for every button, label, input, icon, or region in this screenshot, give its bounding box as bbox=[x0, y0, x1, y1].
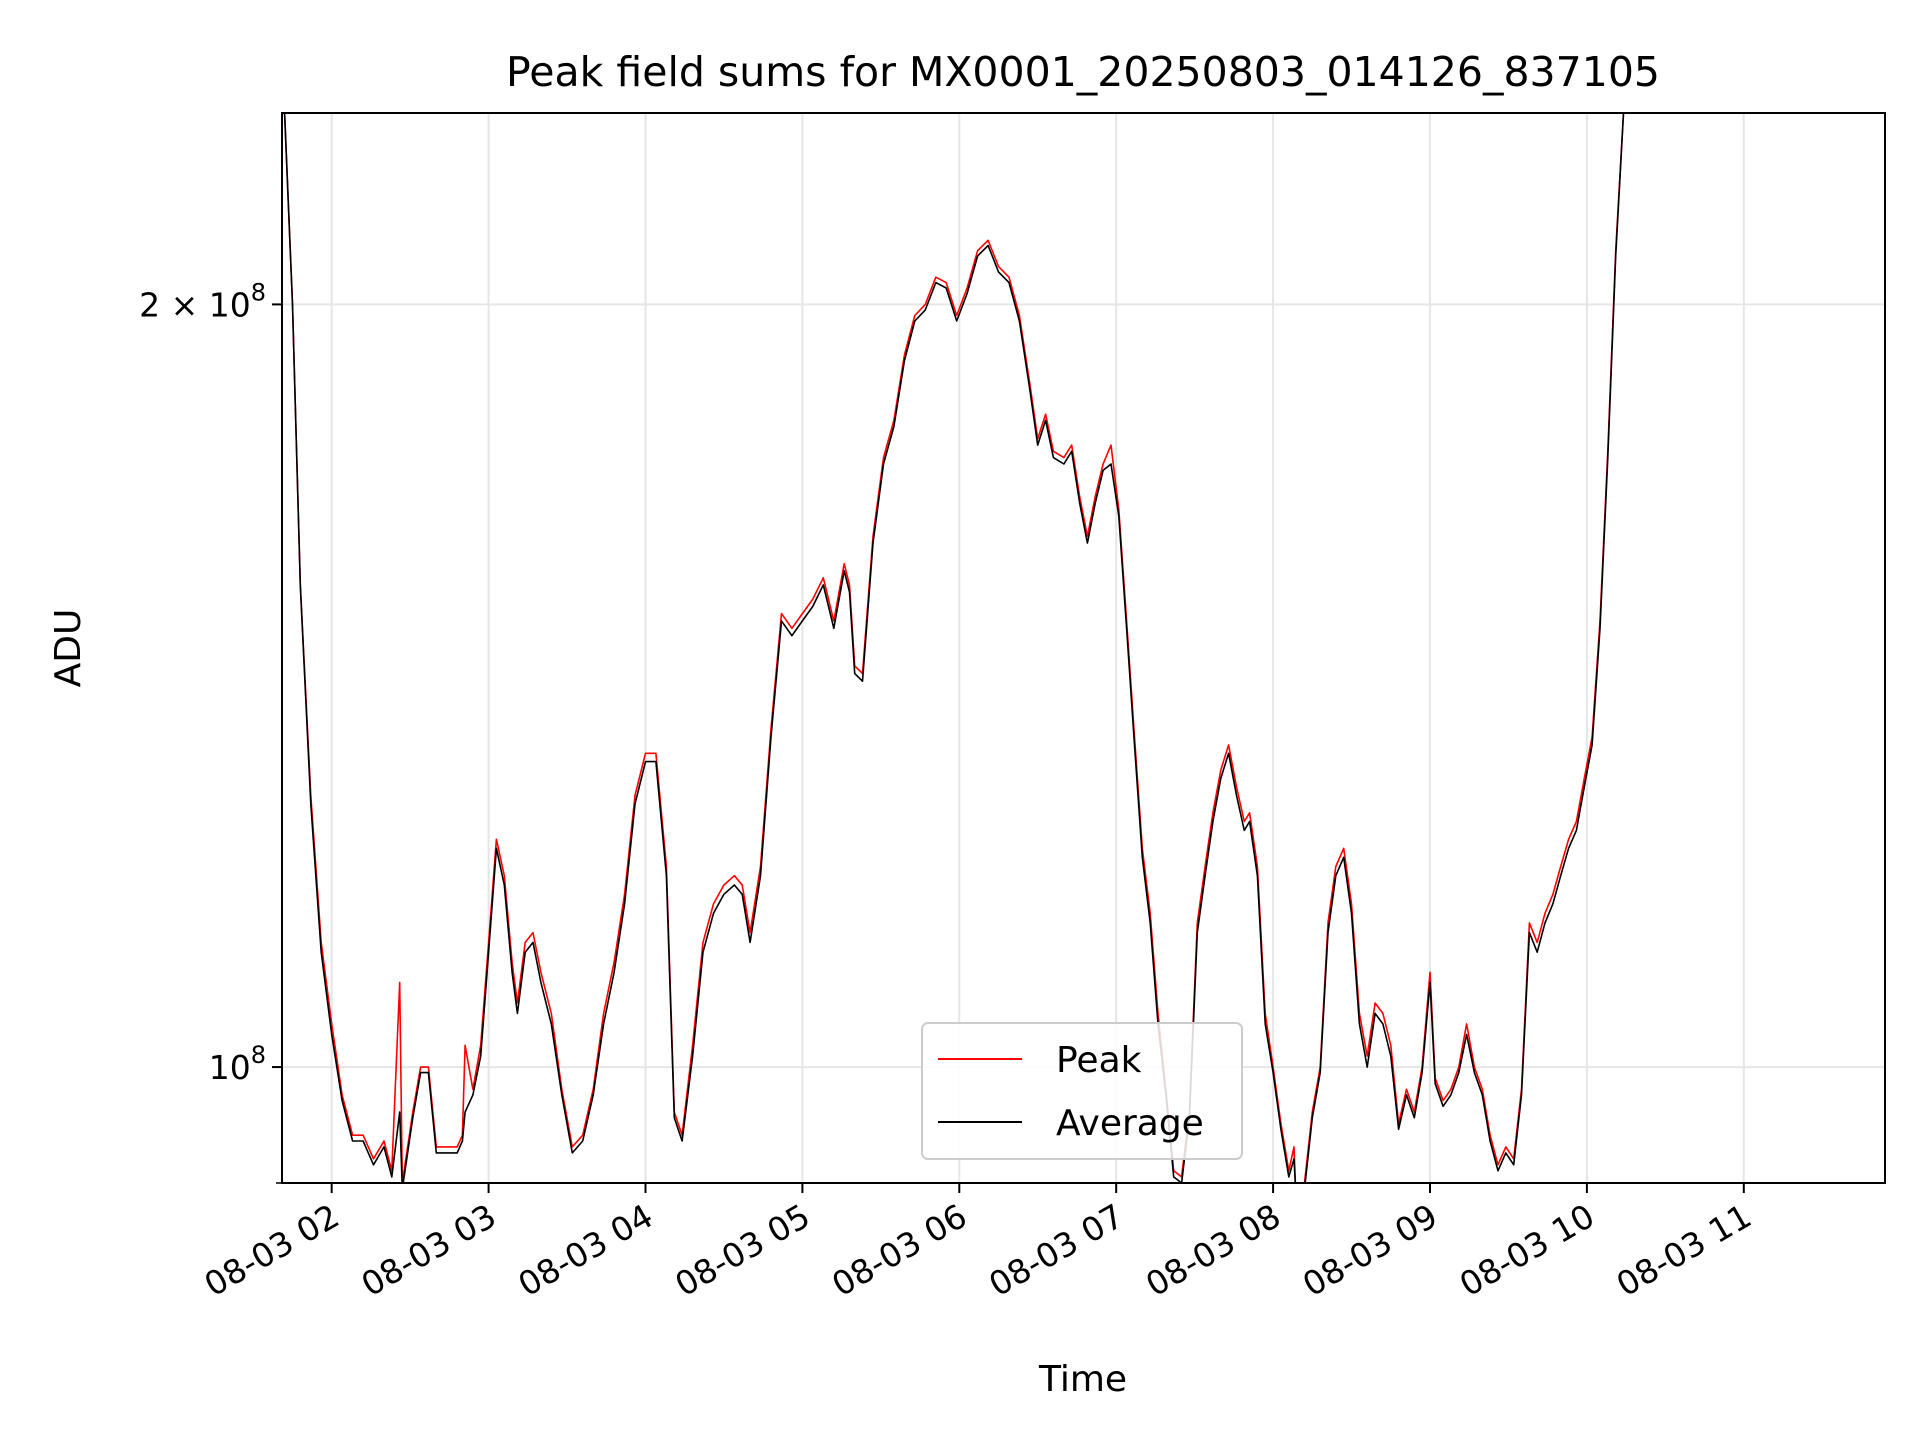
series-group bbox=[283, 113, 1625, 1183]
y-tick-label: 2 × 108 bbox=[139, 278, 266, 324]
legend: Peak Average bbox=[921, 1022, 1243, 1160]
legend-label-average: Average bbox=[1056, 1103, 1204, 1144]
legend-box bbox=[921, 1022, 1243, 1160]
legend-label-peak: Peak bbox=[1056, 1040, 1142, 1081]
plot-area bbox=[283, 113, 1625, 1183]
plot-frame bbox=[281, 112, 1886, 1184]
x-axis-label: Time bbox=[1038, 1359, 1127, 1400]
series-line-average bbox=[283, 113, 1625, 1183]
chart-title: Peak field sums for MX0001_20250803_0141… bbox=[506, 48, 1660, 96]
series-line-peak bbox=[283, 113, 1625, 1183]
y-axis-label: ADU bbox=[48, 609, 89, 688]
